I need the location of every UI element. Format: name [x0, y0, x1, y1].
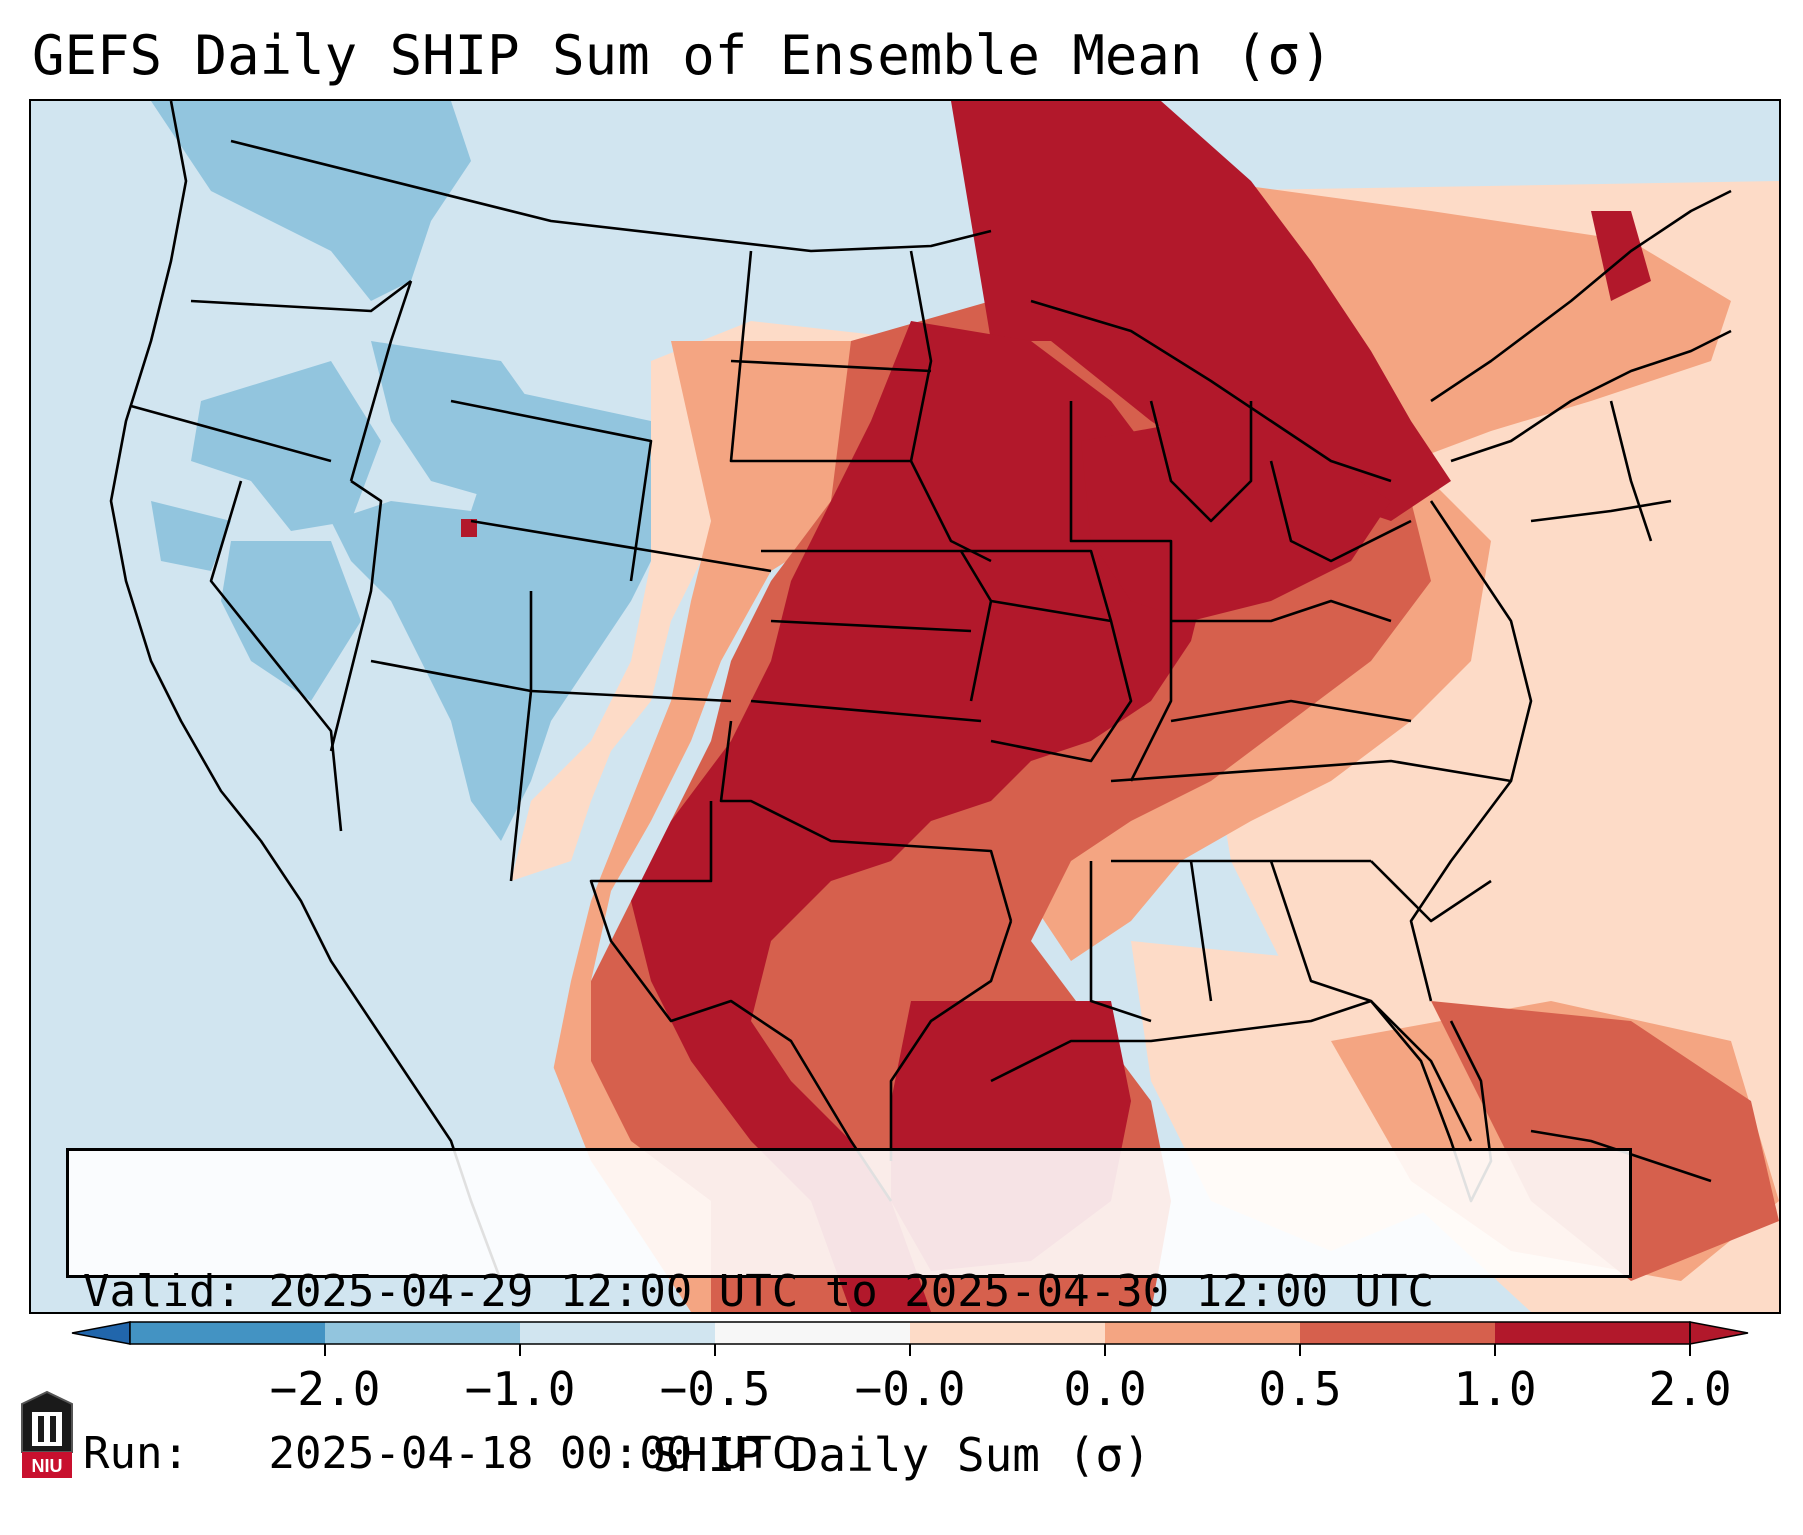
colorbar-tick-label: 0.0 — [1063, 1362, 1147, 1416]
colorbar-segment-6 — [1300, 1322, 1496, 1344]
colorbar-segments — [71, 1321, 1749, 1356]
valid-label: Valid: — [83, 1266, 242, 1317]
colorbar-segment-7 — [1495, 1322, 1691, 1344]
run-label: Run: — [83, 1428, 189, 1479]
colorbar-segment-1 — [325, 1322, 521, 1344]
colorbar-tick-label: 2.0 — [1648, 1362, 1732, 1416]
colorbar-tick-label: −2.0 — [269, 1362, 381, 1416]
map-title: GEFS Daily SHIP Sum of Ensemble Mean (σ) — [32, 24, 1333, 87]
colorbar — [71, 1321, 1749, 1356]
ship-anomaly-map — [31, 101, 1779, 1312]
run-value: 2025-04-18 00:00 UTC — [268, 1428, 799, 1479]
colorbar-segment-3 — [715, 1322, 911, 1344]
map-panel — [29, 99, 1781, 1314]
colorbar-tick-label: −0.5 — [659, 1362, 771, 1416]
valid-line: Valid: 2025-04-29 12:00 UTC to 2025-04-3… — [83, 1265, 1615, 1319]
university-seal-icon: NIU — [21, 1390, 73, 1478]
colorbar-under-arrow — [71, 1321, 131, 1345]
colorbar-segment-2 — [520, 1322, 716, 1344]
colorbar-tick-label: 0.5 — [1258, 1362, 1342, 1416]
logo-text: NIU — [32, 1456, 63, 1476]
run-line: Run: 2025-04-18 00:00 UTC — [83, 1427, 1615, 1481]
colorbar-tick-label: −0.0 — [854, 1362, 966, 1416]
colorbar-over-arrow — [1689, 1321, 1749, 1345]
state-boundaries — [109, 101, 1732, 1282]
colorbar-tick-label: −1.0 — [464, 1362, 576, 1416]
colorbar-segment-4 — [910, 1322, 1106, 1344]
colorbar-tick-label: 1.0 — [1453, 1362, 1537, 1416]
colorbar-segment-5 — [1105, 1322, 1301, 1344]
negative-anomaly-regions — [151, 101, 671, 841]
colorbar-label: SHIP Daily Sum (σ) — [652, 1428, 1151, 1482]
colorbar-segment-0 — [130, 1322, 326, 1344]
valid-run-info-box: Valid: 2025-04-29 12:00 UTC to 2025-04-3… — [66, 1148, 1632, 1479]
valid-value: 2025-04-29 12:00 UTC to 2025-04-30 12:00… — [268, 1266, 1435, 1317]
